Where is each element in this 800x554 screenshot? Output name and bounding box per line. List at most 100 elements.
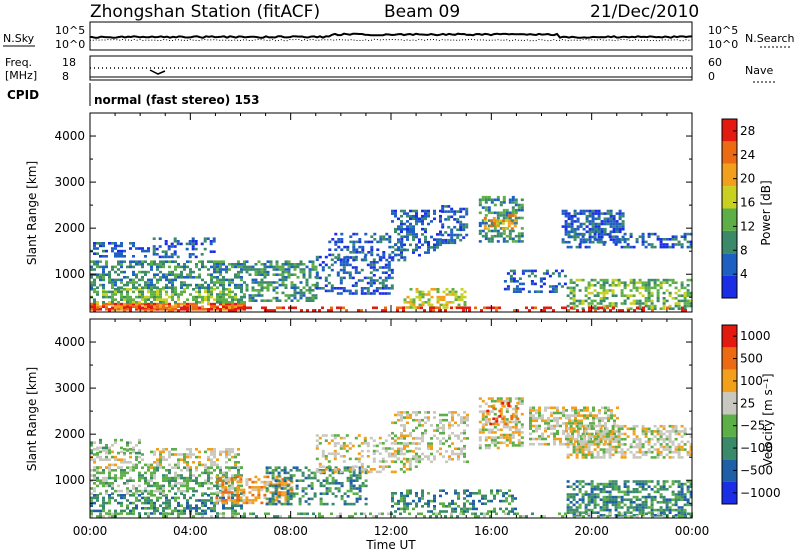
range-cell (510, 417, 514, 421)
range-cell (268, 484, 272, 488)
range-cell (516, 417, 520, 421)
range-cell (105, 308, 108, 311)
range-cell (579, 238, 583, 241)
range-cell (269, 299, 273, 302)
range-cell (508, 237, 512, 241)
range-cell (372, 449, 376, 453)
range-cell (99, 479, 102, 482)
range-cell (102, 242, 105, 245)
range-cell (222, 512, 225, 515)
range-cell (686, 240, 690, 244)
range-cell (626, 448, 630, 451)
range-cell (511, 240, 515, 243)
range-cell (411, 457, 415, 461)
range-cell (569, 508, 573, 512)
range-cell (572, 443, 576, 446)
range-cell (418, 497, 421, 500)
range-cell (228, 283, 231, 287)
range-cell (617, 440, 621, 444)
range-cell (605, 297, 609, 300)
range-cell (421, 233, 424, 236)
range-cell (336, 258, 340, 261)
range-cell (686, 450, 690, 454)
range-cell (144, 463, 147, 467)
range-cell (585, 209, 589, 213)
range-cell (150, 494, 153, 497)
range-cell (234, 309, 237, 312)
range-cell (400, 251, 403, 254)
range-cell (394, 434, 397, 438)
range-cell (225, 474, 228, 477)
range-cell (683, 294, 687, 297)
range-cell (138, 283, 141, 287)
range-cell (653, 435, 657, 438)
range-cell (159, 305, 162, 308)
range-cell (337, 253, 341, 257)
range-cell (400, 437, 403, 440)
range-cell (478, 431, 482, 434)
range-cell (539, 290, 543, 293)
range-cell (520, 227, 524, 230)
range-cell (390, 470, 394, 474)
range-cell (158, 245, 162, 248)
range-cell (448, 457, 451, 461)
range-cell (159, 260, 162, 263)
range-cell (620, 443, 624, 446)
range-cell (90, 305, 93, 308)
range-cell (608, 437, 612, 441)
range-cell (614, 243, 618, 246)
range-cell (210, 509, 213, 513)
range-cell (535, 416, 538, 420)
range-cell (102, 509, 105, 513)
range-cell (284, 286, 288, 289)
range-cell (430, 442, 433, 445)
range-cell (153, 461, 156, 464)
range-cell (352, 232, 356, 236)
range-cell (159, 450, 162, 454)
range-cell (183, 507, 186, 510)
range-cell (135, 295, 138, 299)
range-cell (274, 466, 278, 469)
range-cell (412, 298, 416, 301)
range-cell (174, 507, 177, 510)
range-cell (173, 253, 177, 256)
range-cell (337, 238, 341, 241)
range-cell (581, 450, 585, 454)
range-cell (278, 496, 282, 499)
range-cell (579, 225, 583, 228)
range-cell (278, 299, 282, 302)
range-cell (165, 298, 168, 301)
range-cell (547, 419, 550, 423)
range-cell (234, 305, 237, 308)
range-cell (357, 457, 361, 461)
range-cell (381, 281, 385, 285)
range-cell (135, 504, 138, 507)
range-cell (478, 489, 481, 492)
range-cell (201, 501, 204, 505)
range-cell (228, 476, 231, 480)
range-cell (222, 281, 225, 284)
range-cell (207, 448, 210, 451)
range-cell (331, 471, 335, 475)
range-cell (512, 269, 516, 273)
range-cell (126, 308, 129, 311)
range-cell (539, 285, 543, 288)
range-cell (574, 409, 577, 412)
range-cell (342, 268, 346, 272)
range-cell (412, 455, 415, 458)
range-cell (403, 243, 406, 247)
range-cell (296, 299, 300, 302)
range-cell (96, 499, 99, 502)
range-cell (120, 504, 123, 507)
range-cell (597, 233, 601, 236)
range-cell (569, 235, 573, 238)
range-cell (243, 308, 246, 311)
range-cell (403, 507, 406, 511)
range-cell (302, 294, 306, 297)
range-cell (503, 287, 507, 291)
range-cell (186, 499, 189, 502)
range-cell (439, 298, 443, 301)
range-cell (387, 434, 391, 437)
range-cell (378, 436, 382, 440)
range-cell (612, 306, 615, 310)
